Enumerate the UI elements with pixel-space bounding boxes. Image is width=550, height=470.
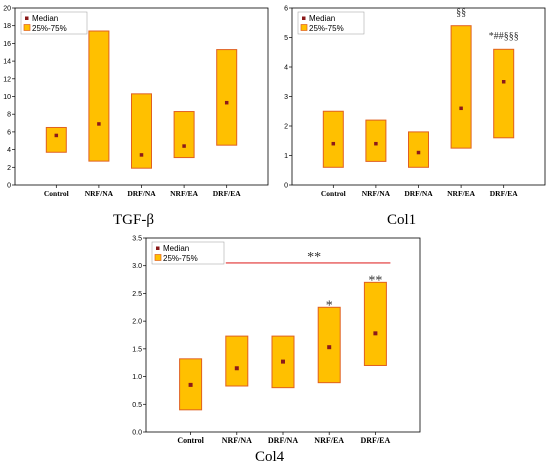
box-drf-ea: [493, 48, 515, 139]
panel-title-tgf-beta: TGF-β: [113, 212, 154, 228]
legend-range-swatch: [154, 254, 162, 261]
y-tick-label: 1.5: [132, 346, 142, 353]
x-tick-label: DRF/EA: [361, 436, 391, 445]
y-tick-label: 0.5: [132, 402, 142, 409]
median-point: [97, 122, 101, 126]
panel-tgf-beta: 0 2 4 6 8 10 12 14 16 18 20 Control NRF/NA DRF/NA NRF/…: [3, 6, 269, 198]
panel-col1: 0 1 2 3 4 5 6 Control NRF/NA DRF/NA NRF/EA DRF/EA §§…: [284, 6, 546, 198]
significance-bar-label: **: [307, 250, 321, 265]
x-tick-label: NRF/EA: [170, 189, 199, 198]
box-nrf-ea: [317, 306, 341, 384]
legend-median-swatch: [25, 16, 29, 20]
median-point: [373, 331, 378, 336]
median-point: [188, 382, 193, 387]
median-point: [327, 345, 332, 350]
y-tick-label: 2: [7, 165, 11, 172]
x-tick-label: Control: [321, 189, 346, 198]
y-tick-label: 4: [284, 65, 288, 72]
box-drf-na: [131, 93, 152, 169]
y-tick-label: 0.0: [132, 430, 142, 437]
x-tick-label: NRF/NA: [222, 436, 252, 445]
box-nrf-na: [225, 335, 249, 387]
x-tick-label: DRF/EA: [213, 189, 242, 198]
x-tick-label: DRF/NA: [268, 436, 298, 445]
y-tick-label: 3.5: [132, 236, 142, 243]
legend-range-swatch: [300, 24, 308, 31]
legend-median-label: Median: [32, 14, 58, 23]
legend-range-label: 25%-75%: [309, 24, 344, 33]
panel-title-col1: Col1: [387, 212, 416, 228]
x-tick-label: DRF/EA: [490, 189, 519, 198]
y-tick-label: 14: [3, 59, 11, 66]
y-tick-label: 8: [7, 112, 11, 119]
y-tick-label: 10: [3, 94, 11, 101]
median-point: [224, 100, 229, 105]
box-nrf-ea: [450, 25, 472, 149]
median-point: [182, 144, 186, 148]
box-nrf-na: [88, 30, 110, 162]
box-nrf-ea: [173, 111, 195, 159]
y-tick-label: 6: [7, 129, 11, 136]
median-point: [331, 141, 336, 146]
y-tick-label: 16: [3, 41, 11, 48]
significance-annotation: **: [368, 273, 382, 288]
y-tick-label: 1.0: [132, 374, 142, 381]
box-drf-ea: [216, 49, 238, 146]
median-point: [501, 80, 506, 84]
significance-annotation: *: [326, 298, 333, 313]
y-tick-label: 12: [3, 76, 11, 83]
x-tick-label: NRF/NA: [362, 189, 391, 198]
legend-median-label: Median: [309, 14, 335, 23]
legend-box: [151, 241, 225, 265]
box-nrf-na: [365, 119, 387, 162]
box-control: [322, 110, 344, 168]
median-point: [416, 150, 421, 155]
median-point: [234, 366, 239, 371]
legend-median-label: Median: [163, 244, 189, 253]
box-drf-ea: [363, 281, 387, 366]
median-point: [374, 141, 378, 146]
y-tick-label: 3: [284, 94, 288, 101]
y-tick-label: 18: [3, 23, 11, 30]
y-tick-label: 5: [284, 35, 288, 42]
legend-range-swatch: [23, 24, 31, 31]
panel-col4: 0.0 0.5 1.0 1.5 2.0 2.5 3.0 3.5 Control NRF/NA DRF…: [132, 236, 421, 445]
y-tick-label: 0: [284, 183, 288, 190]
median-point: [139, 153, 144, 157]
box-control: [45, 126, 67, 153]
x-tick-label: Control: [177, 436, 204, 445]
x-tick-label: DRF/NA: [404, 189, 433, 198]
y-tick-label: 2.0: [132, 319, 142, 326]
legend-median-swatch: [156, 246, 160, 250]
median-point: [459, 106, 463, 111]
y-tick-label: 0: [7, 183, 11, 190]
significance-annotation: *##§§§: [489, 31, 519, 42]
panel-title-col4: Col4: [255, 449, 285, 465]
y-tick-label: 4: [7, 147, 11, 154]
x-tick-label: DRF/NA: [127, 189, 156, 198]
significance-annotation: §§: [456, 7, 466, 18]
legend-range-label: 25%-75%: [32, 24, 67, 33]
legend-box: [20, 11, 88, 35]
median-point: [54, 133, 59, 138]
legend-range-label: 25%-75%: [163, 254, 198, 263]
y-tick-label: 20: [3, 6, 11, 13]
x-tick-label: NRF/EA: [314, 436, 344, 445]
legend-box: [297, 11, 365, 35]
legend-median-swatch: [302, 16, 306, 20]
x-tick-label: Control: [44, 189, 69, 198]
y-tick-label: 3.0: [132, 263, 142, 270]
x-tick-label: NRF/EA: [447, 189, 476, 198]
y-tick-label: 6: [284, 6, 288, 13]
median-point: [281, 359, 285, 364]
y-tick-label: 1: [284, 153, 288, 160]
y-tick-label: 2.5: [132, 291, 142, 298]
x-tick-label: NRF/NA: [85, 189, 114, 198]
box-drf-na: [408, 131, 429, 168]
y-tick-label: 2: [284, 124, 288, 131]
